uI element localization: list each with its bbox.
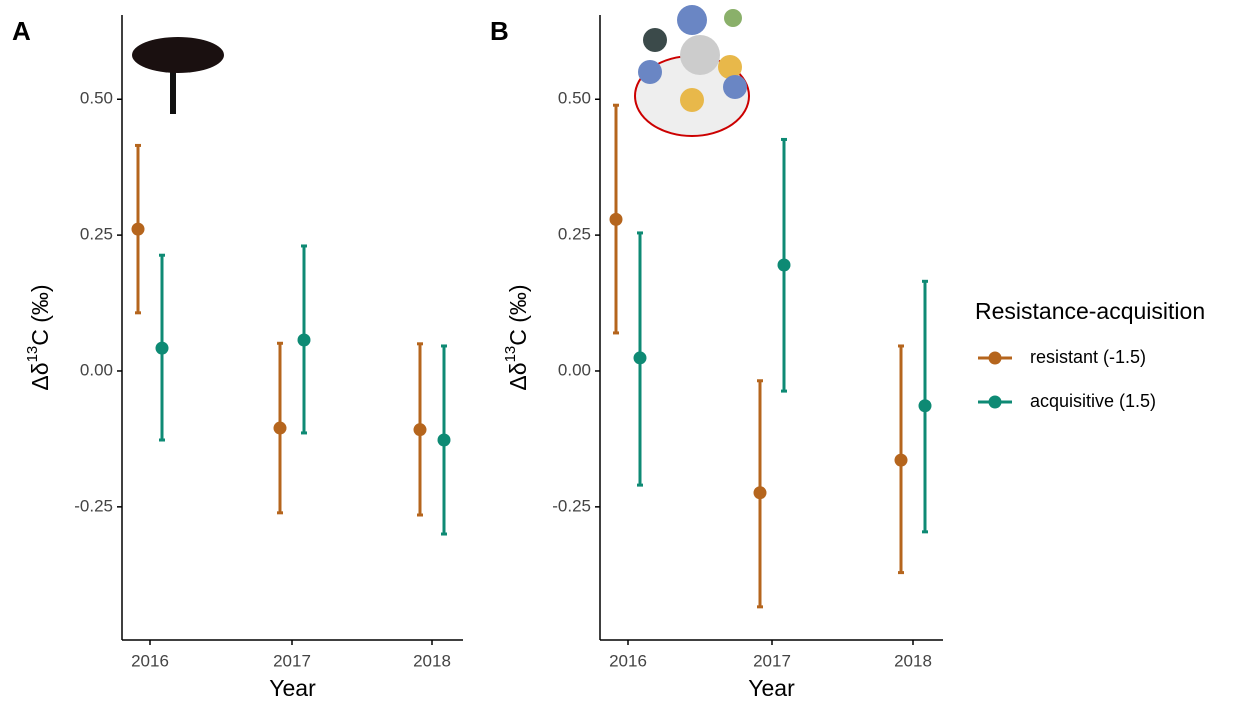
point [753, 486, 767, 500]
legend-title: Resistance-acquisition [975, 298, 1205, 324]
y-tick-label: 0.00 [558, 360, 591, 379]
y-label-main: Δδ [505, 362, 531, 390]
community-icon [634, 5, 750, 137]
y-tick-label: 0.50 [558, 89, 591, 108]
point [413, 423, 427, 437]
point [777, 258, 791, 272]
y-label-suffix: C (‰) [27, 284, 53, 345]
x-tick-label: 2018 [894, 651, 932, 670]
point [918, 399, 932, 413]
y-axis-label: Δδ13C (‰) [24, 284, 53, 390]
point [633, 351, 647, 365]
panel-label: A [12, 16, 31, 46]
panel-label: B [490, 16, 509, 46]
legend-label: acquisitive (1.5) [1030, 391, 1156, 411]
x-axis-label: Year [748, 675, 795, 701]
point [609, 212, 623, 226]
x-tick-label: 2017 [753, 651, 791, 670]
y-axis-label: Δδ13C (‰) [502, 284, 531, 390]
y-tick-label: -0.25 [74, 496, 113, 515]
y-tick-label: 0.00 [80, 360, 113, 379]
x-tick-label: 2018 [413, 651, 451, 670]
legend-dot [988, 351, 1002, 365]
x-tick-label: 2016 [609, 651, 647, 670]
point [155, 341, 169, 355]
tree-icon [132, 37, 224, 114]
y-tick-label: 0.25 [558, 225, 591, 244]
point [894, 453, 908, 467]
legend-label: resistant (-1.5) [1030, 347, 1146, 367]
y-tick-label: 0.50 [80, 89, 113, 108]
y-label-sup: 13 [502, 346, 519, 363]
point [437, 433, 451, 447]
y-tick-label: -0.25 [552, 496, 591, 515]
x-tick-label: 2016 [131, 651, 169, 670]
point [273, 421, 287, 435]
x-axis-label: Year [269, 675, 316, 701]
legend-dot [988, 395, 1002, 409]
point [131, 222, 145, 236]
point [297, 333, 311, 347]
y-tick-label: 0.25 [80, 225, 113, 244]
y-label-main: Δδ [27, 362, 53, 390]
y-label-sup: 13 [24, 346, 41, 363]
y-label-suffix: C (‰) [505, 284, 531, 345]
x-tick-label: 2017 [273, 651, 311, 670]
